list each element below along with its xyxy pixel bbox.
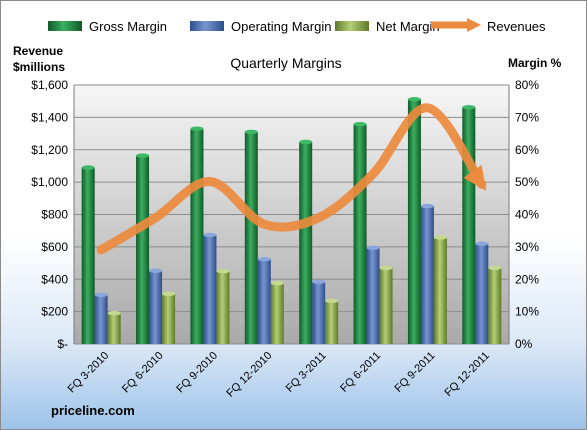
legend-arrow-revenues <box>467 18 481 32</box>
operating-margin-bar <box>366 247 380 344</box>
gross-margin-bar <box>136 155 150 344</box>
category-label: FQ 3-2010 <box>66 350 112 396</box>
category-label: FQ 3-2011 <box>284 350 329 395</box>
gross-margin-bar-cap <box>407 97 421 102</box>
right-axis: 0% 10% 20% 30% 40% 50% 60% 70% 80% <box>515 78 539 351</box>
net-margin-bar-cap <box>325 298 339 304</box>
category-label: FQ 6-2010 <box>120 350 166 396</box>
legend-swatch-gross-margin <box>48 21 82 31</box>
operating-margin-bar <box>420 206 434 344</box>
operating-margin-bar <box>203 234 217 344</box>
left-tick-label: $800 <box>41 208 68 222</box>
operating-margin-bar-cap <box>94 292 108 297</box>
operating-margin-bar <box>149 270 163 344</box>
legend-label-revenues: Revenues <box>487 19 546 34</box>
net-margin-bar-cap <box>270 280 284 286</box>
net-margin-bar <box>379 267 393 344</box>
right-tick-label: 60% <box>515 143 539 157</box>
operating-margin-bar <box>257 259 271 344</box>
operating-margin-bar <box>475 243 489 344</box>
net-margin-bar <box>162 293 176 344</box>
revenue-line <box>96 103 487 255</box>
net-margin-bar <box>433 237 447 344</box>
revenue-line-path <box>96 103 487 255</box>
category-label: FQ 9-2011 <box>392 350 437 395</box>
category-label: FQ 12-2010 <box>224 350 274 400</box>
legend: Gross Margin Operating Margin Net Margin… <box>48 18 546 34</box>
left-axis-title-line2: $millions <box>13 60 65 74</box>
operating-margin-bar-cap <box>420 203 434 209</box>
operating-margin-bar-cap <box>475 241 489 246</box>
net-margin-bar-cap <box>216 268 230 274</box>
left-tick-label: $1,200 <box>31 143 68 157</box>
left-tick-label: $1,000 <box>31 175 68 189</box>
right-tick-label: 80% <box>515 78 539 92</box>
legend-label-operating-margin: Operating Margin <box>231 19 331 34</box>
left-tick-label: $600 <box>41 240 68 254</box>
chart-title: Quarterly Margins <box>230 55 341 71</box>
gross-margin-bar-cap <box>81 165 95 170</box>
source-label: priceline.com <box>51 403 135 418</box>
gross-margin-bar-cap <box>244 129 258 135</box>
net-margin-bar <box>216 271 230 344</box>
gross-margin-bar <box>190 128 204 344</box>
gross-margin-bar <box>81 167 95 344</box>
net-margin-bar <box>270 283 284 344</box>
net-margin-bar <box>488 267 502 344</box>
operating-margin-bar-cap <box>149 268 163 274</box>
legend-label-gross-margin: Gross Margin <box>89 19 167 34</box>
revenue-line-arrowhead <box>463 164 487 191</box>
left-axis-title-line1: Revenue <box>13 44 63 58</box>
net-margin-bar-cap <box>162 291 176 297</box>
right-tick-label: 20% <box>515 272 539 286</box>
net-margin-bar <box>325 300 339 344</box>
operating-margin-bar-cap <box>257 256 271 262</box>
net-margin-bar-cap <box>107 311 121 316</box>
operating-margin-bar-cap <box>203 232 217 238</box>
operating-margin-bar <box>312 281 326 344</box>
right-tick-label: 10% <box>515 305 539 319</box>
net-margin-bar <box>107 313 121 344</box>
gross-margin-bar-cap <box>190 126 204 131</box>
gross-margin-bar <box>462 107 476 345</box>
category-label: FQ 6-2011 <box>338 350 383 395</box>
legend-label-net-margin: Net Margin <box>376 19 440 34</box>
operating-margin-bar <box>94 294 108 344</box>
operating-margin-bar-cap <box>312 279 326 285</box>
gross-margin-bar-cap <box>136 153 150 158</box>
gross-margin-bar <box>407 99 421 345</box>
right-tick-label: 40% <box>515 208 539 222</box>
gross-margin-bar <box>299 141 313 344</box>
category-label: FQ 9-2010 <box>174 350 220 396</box>
gross-margin-bar-cap <box>299 139 313 145</box>
left-axis: $- $200 $400 $600 $800 $1,000 $1,200 $1,400 $1,6… <box>31 78 68 351</box>
gross-margin-bar-cap <box>462 105 476 110</box>
legend-swatch-operating-margin <box>190 21 224 31</box>
right-tick-label: 30% <box>515 240 539 254</box>
right-tick-label: 50% <box>515 175 539 189</box>
left-tick-label: $1,400 <box>31 110 68 124</box>
gross-margin-bar <box>353 124 367 344</box>
x-axis: FQ 3-2010 FQ 6-2010 FQ 9-2010 FQ 12-2010 FQ … <box>66 350 492 400</box>
operating-margin-bar-cap <box>366 245 380 251</box>
gross-margin-bar <box>244 131 258 344</box>
right-tick-label: 70% <box>515 110 539 124</box>
net-margin-bar-cap <box>379 265 393 271</box>
bars <box>81 97 502 345</box>
left-tick-label: $- <box>57 337 68 351</box>
category-label: FQ 12-2011 <box>443 350 492 399</box>
right-tick-label: 0% <box>515 337 533 351</box>
left-tick-label: $200 <box>41 305 68 319</box>
gross-margin-bar-cap <box>353 121 367 127</box>
left-tick-label: $1,600 <box>31 78 68 92</box>
legend-swatch-net-margin <box>335 21 369 31</box>
net-margin-bar-cap <box>488 265 502 271</box>
right-axis-title: Margin % <box>508 56 562 70</box>
net-margin-bar-cap <box>433 235 447 240</box>
left-tick-label: $400 <box>41 272 68 286</box>
